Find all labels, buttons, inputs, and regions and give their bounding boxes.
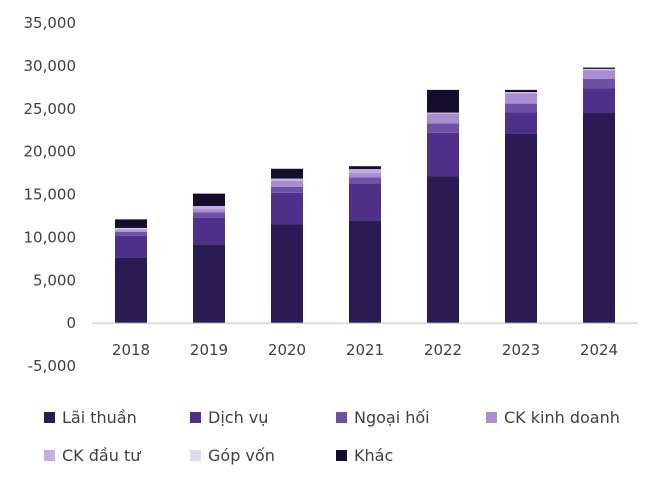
bar-segment-2019-1 bbox=[193, 217, 225, 245]
bar-segment-2019-2 bbox=[193, 212, 225, 218]
legend-item-dich-vu: Dịch vụ bbox=[190, 408, 336, 427]
legend-label-ck-dau-tu: CK đầu tư bbox=[62, 445, 141, 465]
bar-segment-2020-2 bbox=[271, 186, 303, 193]
bar-segment-2024-6 bbox=[583, 67, 615, 69]
bar-segment-2021-2 bbox=[349, 177, 381, 184]
bar-segment-2023-0 bbox=[505, 133, 537, 324]
bar-segment-2023-2 bbox=[505, 103, 537, 113]
legend: Lãi thuần Dịch vụ Ngoại hối CK kinh doan… bbox=[44, 398, 664, 474]
x-tick-label-2019: 2019 bbox=[190, 341, 228, 359]
bar-segment-2018-6 bbox=[115, 219, 147, 228]
bar-segment-2023-1 bbox=[505, 112, 537, 134]
legend-row-1: Lãi thuần Dịch vụ Ngoại hối CK kinh doan… bbox=[44, 398, 664, 436]
bar-segment-2024-1 bbox=[583, 88, 615, 114]
x-tick-label-2022: 2022 bbox=[424, 341, 462, 359]
bar-segment-2023-4 bbox=[505, 92, 537, 94]
x-tick-label-2023: 2023 bbox=[502, 341, 540, 359]
bar-segment-2022-1 bbox=[427, 132, 459, 177]
y-tick-label: 15,000 bbox=[24, 186, 77, 204]
bar-segment-2021-4 bbox=[349, 169, 381, 174]
bar-segment-2018-1 bbox=[115, 235, 147, 258]
bar-segment-2024-4 bbox=[583, 69, 615, 71]
x-tick-label-2020: 2020 bbox=[268, 341, 306, 359]
x-tick-label-2024: 2024 bbox=[580, 341, 618, 359]
legend-swatch-khac bbox=[336, 449, 347, 461]
legend-item-khac: Khác bbox=[336, 446, 393, 465]
bar-segment-2022-0 bbox=[427, 176, 459, 324]
legend-item-lai-thuan: Lãi thuần bbox=[44, 408, 190, 427]
legend-label-ngoai-hoi: Ngoại hối bbox=[354, 407, 430, 427]
y-tick-label: -5,000 bbox=[28, 357, 76, 375]
legend-label-khac: Khác bbox=[354, 445, 394, 465]
legend-item-ck-kinh-doanh: CK kinh doanh bbox=[486, 408, 620, 427]
legend-swatch-lai-thuan bbox=[44, 411, 55, 423]
bar-segment-2022-4 bbox=[427, 113, 459, 114]
x-tick-label-2018: 2018 bbox=[112, 341, 150, 359]
y-tick-label: 35,000 bbox=[24, 14, 77, 32]
legend-label-dich-vu: Dịch vụ bbox=[208, 407, 269, 427]
bar-segment-2024-0 bbox=[583, 113, 615, 324]
bar-stacks bbox=[115, 67, 615, 324]
bar-segment-2023-3 bbox=[505, 93, 537, 104]
bar-segment-2020-6 bbox=[271, 168, 303, 179]
bar-segment-2024-2 bbox=[583, 78, 615, 89]
y-tick-label: 10,000 bbox=[24, 228, 77, 246]
bar-segment-2021-6 bbox=[349, 166, 381, 170]
bar-segment-2024-3 bbox=[583, 70, 615, 79]
bar-segment-2021-1 bbox=[349, 183, 381, 221]
y-tick-label: 20,000 bbox=[24, 143, 77, 161]
bar-segment-2020-3 bbox=[271, 180, 303, 187]
bar-segment-2023-6 bbox=[505, 89, 537, 93]
legend-item-ck-dau-tu: CK đầu tư bbox=[44, 446, 190, 465]
bar-segment-2020-1 bbox=[271, 192, 303, 225]
legend-swatch-ngoai-hoi bbox=[336, 411, 347, 423]
bar-segment-2020-4 bbox=[271, 179, 303, 181]
y-tick-label: 30,000 bbox=[24, 57, 77, 75]
legend-item-ngoai-hoi: Ngoại hối bbox=[336, 408, 486, 427]
bar-segment-2019-6 bbox=[193, 193, 225, 207]
bar-segment-2022-3 bbox=[427, 113, 459, 124]
legend-label-ck-kinh-doanh: CK kinh doanh bbox=[504, 407, 620, 427]
y-tick-label: 25,000 bbox=[24, 100, 77, 118]
y-tick-label: 5,000 bbox=[33, 271, 76, 289]
bar-segment-2019-0 bbox=[193, 244, 225, 324]
legend-item-gop-von: Góp vốn bbox=[190, 446, 336, 465]
y-axis-ticks: -5,000 0 5,000 10,000 15,000 20,000 25,000 30,0… bbox=[24, 14, 77, 375]
legend-swatch-ck-kinh-doanh bbox=[486, 411, 497, 423]
bar-segment-2020-0 bbox=[271, 224, 303, 324]
legend-row-2: CK đầu tư Góp vốn Khác bbox=[44, 436, 664, 474]
bar-segment-2018-4 bbox=[115, 228, 147, 231]
legend-swatch-gop-von bbox=[190, 449, 201, 461]
bar-segment-2019-4 bbox=[193, 206, 225, 210]
legend-swatch-dich-vu bbox=[190, 411, 201, 423]
x-tick-label-2021: 2021 bbox=[346, 341, 384, 359]
bar-segment-2021-0 bbox=[349, 220, 381, 324]
y-tick-label: 0 bbox=[66, 314, 76, 332]
bar-segment-2019-3 bbox=[193, 209, 225, 213]
legend-swatch-ck-dau-tu bbox=[44, 449, 55, 461]
bar-segment-2018-0 bbox=[115, 257, 147, 324]
bar-segment-2018-2 bbox=[115, 231, 147, 236]
legend-label-lai-thuan: Lãi thuần bbox=[62, 407, 137, 427]
bar-segment-2022-2 bbox=[427, 123, 459, 133]
bar-segment-2022-6 bbox=[427, 89, 459, 113]
bar-segment-2018-3 bbox=[115, 230, 147, 232]
stacked-bar-chart: -5,000 0 5,000 10,000 15,000 20,000 25,000 30,0… bbox=[24, 14, 638, 375]
legend-label-gop-von: Góp vốn bbox=[208, 445, 275, 465]
x-axis-ticks: 2018 2019 2020 2021 2022 2023 2024 bbox=[112, 341, 618, 359]
bar-segment-2021-3 bbox=[349, 173, 381, 178]
